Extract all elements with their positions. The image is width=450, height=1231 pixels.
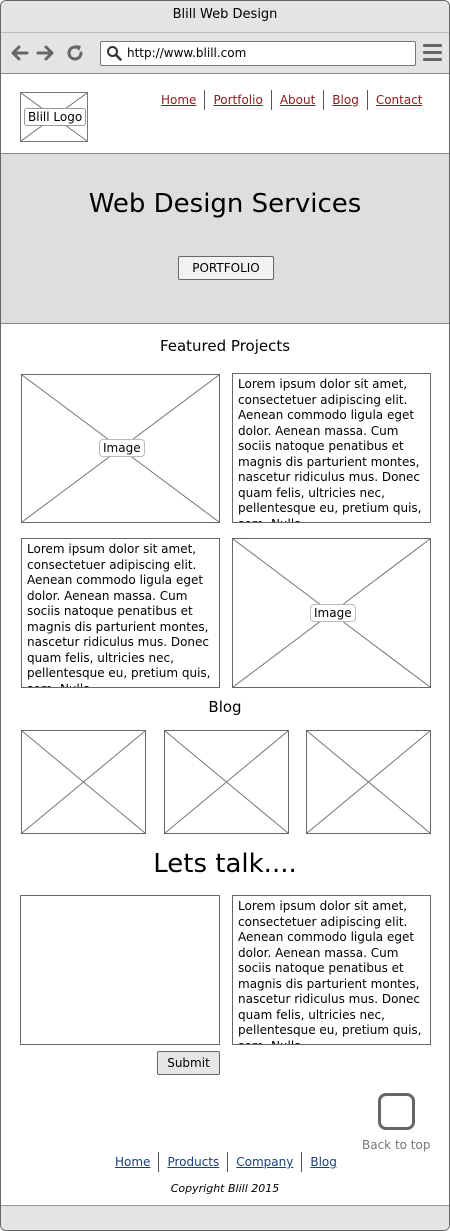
contact-message-field[interactable] (20, 895, 220, 1045)
featured-projects-title: Featured Projects (159, 337, 291, 355)
nav-portfolio-link[interactable]: Portfolio (204, 90, 270, 110)
nav-contact-link[interactable]: Contact (366, 90, 431, 110)
featured-image-2[interactable]: Image (232, 538, 431, 688)
url-bar[interactable]: http://www.blill.com (100, 41, 416, 66)
nav-blog-link[interactable]: Blog (323, 90, 367, 110)
status-bar (1, 1205, 449, 1230)
reload-icon[interactable] (64, 42, 86, 64)
search-icon (107, 46, 122, 61)
footer-nav: Home Products Company Blog (107, 1152, 345, 1172)
featured-image-1[interactable]: Image (21, 374, 220, 523)
back-to-top-link[interactable]: Back to top (362, 1138, 431, 1152)
footer-home-link[interactable]: Home (115, 1155, 151, 1169)
hero-title: Web Design Services (88, 189, 362, 219)
blog-title: Blog (208, 698, 242, 716)
logo[interactable]: Blill Logo (20, 92, 88, 142)
image-label: Image (99, 439, 145, 457)
contact-title: Lets talk.... (153, 849, 297, 879)
nav-home-link[interactable]: Home (161, 93, 197, 107)
featured-text-1: Lorem ipsum dolor sit amet, consectetuer… (232, 373, 431, 523)
copyright-text: Copyright Blill 2015 (170, 1182, 280, 1195)
portfolio-button[interactable]: PORTFOLIO (178, 256, 274, 280)
back-to-top-icon[interactable] (378, 1093, 415, 1130)
footer-products-link[interactable]: Products (158, 1152, 227, 1172)
forward-arrow-icon[interactable] (34, 42, 56, 64)
blog-image-1[interactable] (21, 730, 146, 834)
nav-about-link[interactable]: About (270, 90, 323, 110)
image-placeholder-icon (307, 731, 430, 833)
featured-text-2: Lorem ipsum dolor sit amet, consectetuer… (21, 538, 220, 688)
back-arrow-icon[interactable] (9, 42, 31, 64)
blog-image-2[interactable] (164, 730, 289, 834)
blog-image-3[interactable] (306, 730, 431, 834)
main-nav: Home Portfolio About Blog Contact (153, 90, 431, 110)
submit-button[interactable]: Submit (157, 1051, 220, 1075)
browser-toolbar: http://www.blill.com (1, 33, 449, 74)
image-placeholder-icon (165, 731, 288, 833)
hamburger-menu-icon[interactable] (423, 44, 442, 62)
window-title: Blill Web Design (1, 1, 449, 33)
image-placeholder-icon (22, 731, 145, 833)
hero-section: Web Design Services PORTFOLIO (1, 154, 449, 324)
site-header: Blill Logo Home Portfolio About Blog Con… (1, 74, 449, 154)
image-label: Image (310, 604, 356, 622)
url-text: http://www.blill.com (127, 46, 247, 60)
footer-company-link[interactable]: Company (227, 1152, 301, 1172)
contact-text: Lorem ipsum dolor sit amet, consectetuer… (232, 895, 431, 1045)
footer-blog-link[interactable]: Blog (301, 1152, 345, 1172)
logo-label: Blill Logo (24, 108, 87, 126)
